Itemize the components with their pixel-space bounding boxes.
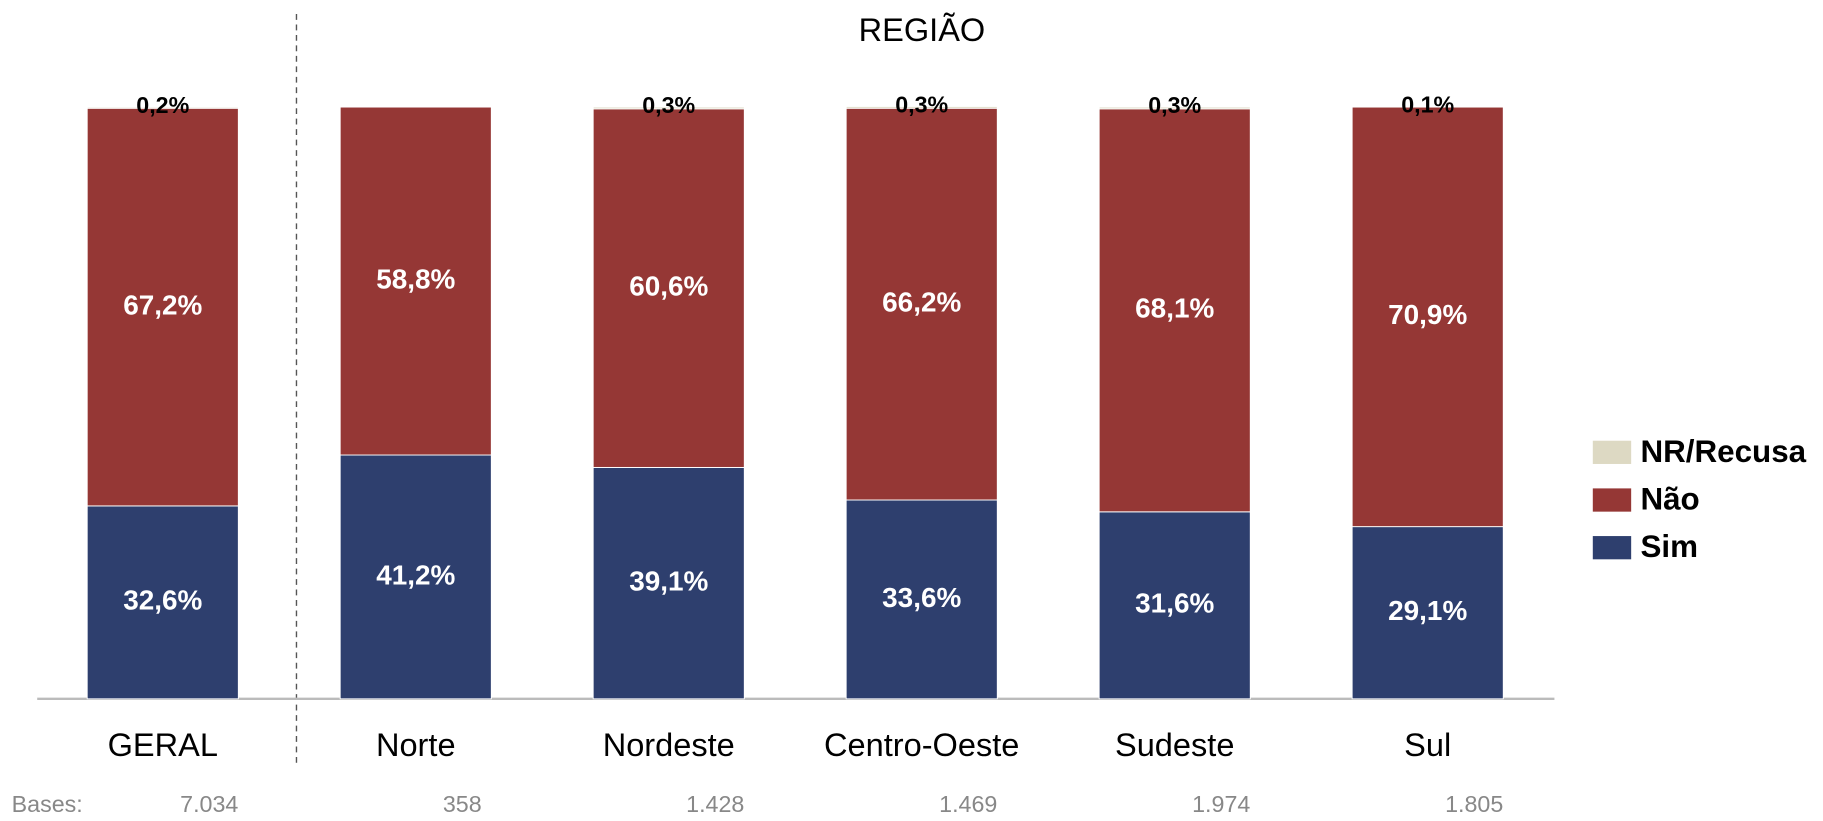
bar-segment [339, 454, 492, 700]
bar-segment [1351, 105, 1504, 108]
x-tick-label: Nordeste [603, 727, 735, 763]
data-label: 66,2% [882, 286, 961, 317]
data-label: 39,1% [629, 566, 708, 597]
bar-segment [1098, 511, 1251, 700]
base-value: 358 [443, 791, 482, 817]
base-value: 1.469 [939, 791, 997, 817]
bar-segment [86, 107, 239, 507]
x-tick-label: Norte [376, 727, 456, 763]
bases-label: Bases: [12, 791, 83, 817]
base-value: 1.428 [686, 791, 744, 817]
base-value: 1.974 [1192, 791, 1250, 817]
bar-segment [86, 106, 239, 109]
data-label: 0,1% [1401, 92, 1454, 118]
base-value: 1.805 [1445, 791, 1503, 817]
x-tick-label: Sul [1404, 727, 1451, 763]
bar-segment [86, 505, 239, 700]
data-label: 0,2% [136, 92, 189, 118]
data-label: 60,6% [629, 271, 708, 302]
data-label: 67,2% [123, 289, 202, 320]
legend-label: Não [1640, 481, 1699, 516]
data-label: 31,6% [1135, 588, 1214, 619]
data-label: 58,8% [376, 263, 455, 294]
bar-segment [845, 107, 998, 501]
base-value: 7.034 [180, 791, 238, 817]
bar-segment [1351, 106, 1504, 528]
data-label: 0,3% [895, 92, 948, 118]
chart-title: REGIÃO [859, 11, 986, 48]
legend-swatch [1592, 440, 1632, 464]
bar-segment [845, 105, 998, 109]
bar-segment [845, 499, 998, 700]
data-label: 0,3% [1148, 92, 1201, 118]
data-label: 68,1% [1135, 293, 1214, 324]
data-label: 29,1% [1388, 595, 1467, 626]
bar-segment [1098, 106, 1251, 110]
bar-segment [592, 106, 745, 110]
legend-swatch [1592, 536, 1632, 560]
x-tick-label: GERAL [108, 727, 218, 763]
data-label: 0,3% [642, 92, 695, 118]
legend-swatch [1592, 488, 1632, 512]
bar-segment [1351, 526, 1504, 700]
bar-segment [1098, 108, 1251, 513]
legend-label: Sim [1640, 529, 1698, 564]
x-tick-label: Centro-Oeste [824, 727, 1019, 763]
bar-segment [592, 466, 745, 700]
bar-segment [339, 106, 492, 456]
data-label: 70,9% [1388, 299, 1467, 330]
x-tick-label: Sudeste [1115, 727, 1234, 763]
legend-label: NR/Recusa [1640, 434, 1806, 469]
data-label: 41,2% [376, 559, 455, 590]
data-label: 33,6% [882, 582, 961, 613]
data-label: 32,6% [123, 585, 202, 616]
bar-segment [592, 108, 745, 468]
